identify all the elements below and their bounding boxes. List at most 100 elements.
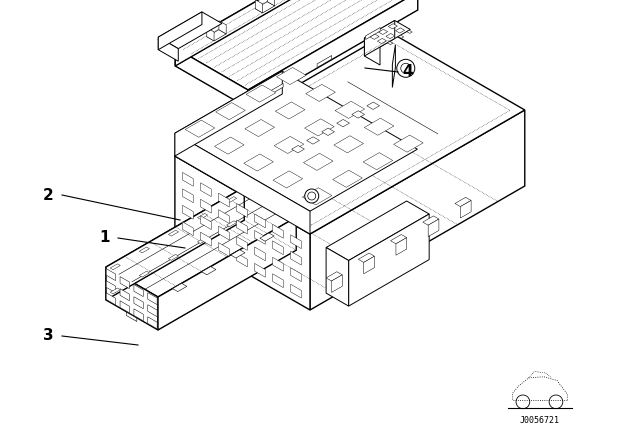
Polygon shape xyxy=(168,254,179,260)
Polygon shape xyxy=(255,263,266,277)
Polygon shape xyxy=(198,237,207,244)
Polygon shape xyxy=(148,293,157,305)
Polygon shape xyxy=(386,34,395,39)
Polygon shape xyxy=(106,187,296,297)
Polygon shape xyxy=(127,312,137,322)
Polygon shape xyxy=(358,253,374,263)
Polygon shape xyxy=(455,197,471,207)
Polygon shape xyxy=(200,216,211,229)
Polygon shape xyxy=(255,0,262,13)
Polygon shape xyxy=(378,39,387,43)
Polygon shape xyxy=(322,128,335,135)
Polygon shape xyxy=(120,301,129,313)
Circle shape xyxy=(401,63,411,73)
Text: 4: 4 xyxy=(403,65,413,79)
Polygon shape xyxy=(106,267,158,330)
Polygon shape xyxy=(260,233,274,241)
Polygon shape xyxy=(396,28,404,33)
Polygon shape xyxy=(379,29,388,34)
Polygon shape xyxy=(396,237,406,255)
Polygon shape xyxy=(273,224,284,238)
Polygon shape xyxy=(363,153,393,170)
Polygon shape xyxy=(106,187,244,300)
Polygon shape xyxy=(175,71,417,211)
Polygon shape xyxy=(175,0,418,90)
Polygon shape xyxy=(120,289,129,301)
Polygon shape xyxy=(158,12,202,50)
Polygon shape xyxy=(175,48,248,108)
Polygon shape xyxy=(134,284,143,297)
Polygon shape xyxy=(365,27,380,39)
Circle shape xyxy=(308,192,316,200)
Polygon shape xyxy=(333,170,362,187)
Polygon shape xyxy=(219,21,226,34)
Polygon shape xyxy=(269,83,283,95)
Polygon shape xyxy=(106,269,116,280)
Polygon shape xyxy=(317,56,332,68)
Polygon shape xyxy=(110,264,120,270)
Polygon shape xyxy=(291,235,301,249)
Polygon shape xyxy=(460,200,471,218)
Circle shape xyxy=(397,59,415,78)
Circle shape xyxy=(305,189,319,203)
Polygon shape xyxy=(255,2,275,13)
Polygon shape xyxy=(218,210,229,224)
Polygon shape xyxy=(390,234,406,244)
Polygon shape xyxy=(185,120,215,137)
Polygon shape xyxy=(231,250,245,258)
Polygon shape xyxy=(207,30,226,41)
Polygon shape xyxy=(182,172,193,186)
Polygon shape xyxy=(175,71,282,156)
Polygon shape xyxy=(302,188,332,205)
Polygon shape xyxy=(182,189,193,202)
Circle shape xyxy=(549,395,563,409)
Polygon shape xyxy=(310,110,525,310)
Polygon shape xyxy=(227,197,237,202)
Polygon shape xyxy=(200,199,211,213)
Polygon shape xyxy=(140,271,149,277)
Polygon shape xyxy=(110,288,120,294)
Polygon shape xyxy=(245,120,275,137)
Text: 2: 2 xyxy=(43,188,53,202)
Polygon shape xyxy=(303,153,333,170)
Polygon shape xyxy=(364,21,410,47)
Text: 1: 1 xyxy=(100,231,110,246)
Polygon shape xyxy=(273,274,284,288)
Polygon shape xyxy=(364,118,394,135)
Polygon shape xyxy=(200,232,211,246)
Polygon shape xyxy=(291,268,301,281)
Polygon shape xyxy=(387,42,393,45)
Polygon shape xyxy=(255,214,266,228)
Polygon shape xyxy=(364,21,395,56)
Polygon shape xyxy=(207,28,214,41)
Polygon shape xyxy=(175,32,525,234)
Polygon shape xyxy=(200,183,211,197)
Polygon shape xyxy=(244,154,273,171)
Polygon shape xyxy=(140,247,149,253)
Polygon shape xyxy=(248,0,418,108)
Polygon shape xyxy=(218,193,229,207)
Polygon shape xyxy=(367,102,380,109)
Polygon shape xyxy=(106,293,116,305)
Polygon shape xyxy=(158,37,179,61)
Polygon shape xyxy=(106,281,116,293)
Polygon shape xyxy=(337,120,349,127)
Polygon shape xyxy=(237,237,247,250)
Polygon shape xyxy=(352,111,365,118)
Circle shape xyxy=(516,395,530,409)
Polygon shape xyxy=(182,222,193,236)
Polygon shape xyxy=(148,317,157,329)
Polygon shape xyxy=(428,219,439,237)
Polygon shape xyxy=(276,68,306,85)
Polygon shape xyxy=(173,283,187,292)
Polygon shape xyxy=(216,103,245,120)
Polygon shape xyxy=(227,221,237,227)
Polygon shape xyxy=(237,220,247,234)
Polygon shape xyxy=(274,136,304,154)
Polygon shape xyxy=(198,213,207,219)
Polygon shape xyxy=(158,217,296,330)
Polygon shape xyxy=(202,267,216,275)
Polygon shape xyxy=(237,253,247,267)
Polygon shape xyxy=(364,38,380,65)
Polygon shape xyxy=(291,251,301,265)
